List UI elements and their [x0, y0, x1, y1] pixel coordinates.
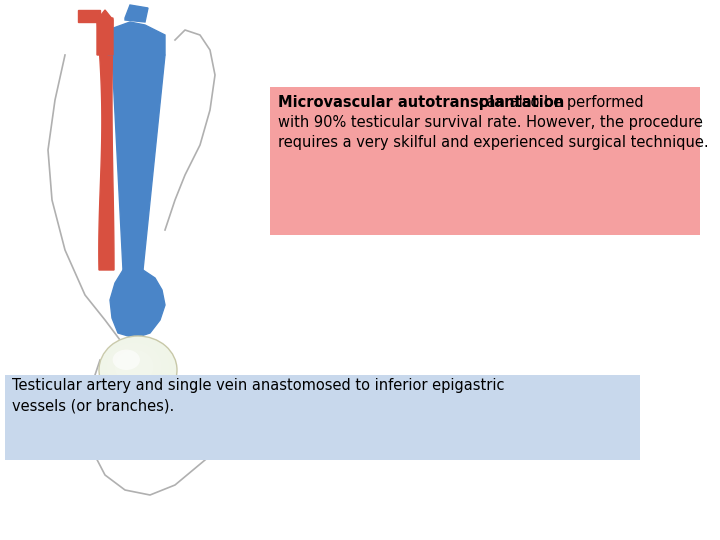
Polygon shape [112, 55, 165, 270]
FancyBboxPatch shape [270, 87, 700, 235]
Text: Microvascular autotransplantation: Microvascular autotransplantation [278, 95, 564, 110]
Polygon shape [125, 5, 148, 22]
Polygon shape [97, 10, 113, 55]
FancyBboxPatch shape [5, 375, 640, 460]
Text: with 90% testicular survival rate. However, the procedure
requires a very skilfu: with 90% testicular survival rate. Howev… [278, 115, 708, 150]
Polygon shape [97, 18, 114, 270]
Ellipse shape [107, 343, 161, 390]
Text: can also be performed: can also be performed [474, 95, 644, 110]
Ellipse shape [114, 349, 153, 383]
Ellipse shape [112, 349, 140, 370]
Text: Testicular artery and single vein anastomosed to inferior epigastric
vessels (or: Testicular artery and single vein anasto… [12, 378, 505, 414]
Polygon shape [108, 22, 165, 55]
Polygon shape [78, 10, 100, 22]
Ellipse shape [99, 336, 177, 404]
Ellipse shape [99, 336, 169, 397]
Polygon shape [110, 270, 165, 338]
